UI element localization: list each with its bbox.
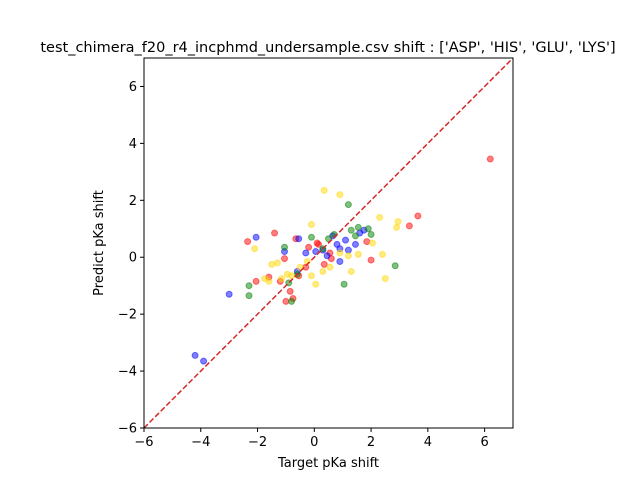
scatter-point — [333, 240, 341, 248]
scatter-point — [252, 277, 260, 285]
scatter-point — [376, 213, 384, 221]
scatter-point — [340, 280, 348, 288]
scatter-point — [307, 221, 315, 228]
scatter-point — [344, 201, 352, 209]
scatter-point — [305, 243, 313, 251]
y-tick-label: 4 — [129, 137, 137, 152]
scatter-point — [378, 250, 386, 258]
scatter-point — [281, 255, 289, 263]
scatter-point — [320, 186, 328, 194]
scatter-point — [336, 258, 344, 265]
scatter-point — [281, 243, 289, 251]
x-tick-label: −2 — [248, 435, 267, 450]
scatter-point — [282, 297, 290, 305]
scatter-point — [323, 252, 331, 260]
plot-area — [143, 57, 514, 429]
scatter-point — [393, 223, 401, 231]
scatter-point — [486, 155, 494, 163]
scatter-point — [354, 250, 362, 258]
y-tick-label: 2 — [129, 194, 137, 209]
scatter-point — [273, 259, 281, 267]
y-tick-label: 0 — [129, 251, 137, 266]
scatter-point — [326, 263, 334, 271]
scatter-point — [261, 275, 269, 283]
scatter-point — [312, 248, 320, 256]
scatter-point — [288, 297, 296, 305]
scatter-point — [414, 212, 422, 220]
x-tick-label: 2 — [367, 435, 375, 450]
scatter-point — [302, 249, 310, 257]
chart-title: test_chimera_f20_r4_incphmd_undersample.… — [40, 40, 615, 56]
scatter-point — [296, 263, 304, 271]
scatter-point — [288, 272, 296, 280]
scatter-point — [394, 218, 402, 226]
scatter-point — [347, 226, 355, 234]
scatter-point — [245, 292, 253, 300]
y-axis-ticks: −6 −4 −2 0 2 4 6 — [118, 80, 144, 437]
y-tick-label: 6 — [129, 80, 137, 95]
scatter-point — [336, 191, 344, 199]
scatter-point — [252, 233, 260, 241]
scatter-point — [307, 272, 315, 280]
scatter-point — [364, 225, 372, 233]
x-tick-label: −4 — [191, 435, 210, 450]
scatter-point — [351, 240, 359, 248]
scatter-point — [286, 287, 294, 295]
y-axis-label: Predict pKa shift — [92, 190, 107, 296]
scatter-point — [367, 230, 375, 238]
scatter-point — [351, 232, 359, 240]
scatter-point — [347, 267, 355, 275]
x-axis-ticks: −6 −4 −2 0 2 4 6 — [134, 428, 489, 450]
scatter-point — [381, 275, 389, 283]
scatter-point — [354, 223, 362, 231]
scatter-point — [367, 256, 375, 264]
scatter-point — [368, 239, 376, 247]
scatter-point — [278, 275, 286, 283]
scatter-point — [191, 351, 199, 359]
scatter-point — [325, 235, 332, 243]
scatter-point — [336, 249, 344, 257]
scatter-point — [342, 236, 350, 244]
scatter-point — [251, 245, 259, 253]
scatter-point — [307, 233, 315, 241]
scatter-point — [200, 357, 208, 365]
x-tick-label: 4 — [424, 435, 432, 450]
scatter-point — [320, 260, 328, 268]
scatter-point — [363, 238, 371, 246]
x-tick-label: 0 — [310, 435, 318, 450]
scatter-point — [268, 260, 276, 268]
scatter-point — [271, 229, 279, 237]
axes-spines — [143, 57, 514, 429]
scatter-point — [315, 240, 323, 248]
scatter-point — [405, 222, 413, 230]
scatter-point — [225, 290, 233, 298]
scatter-point — [244, 238, 252, 246]
y-tick-label: −4 — [118, 365, 137, 380]
y-tick-label: −2 — [118, 308, 137, 323]
scatter-point — [295, 235, 303, 243]
x-tick-label: 6 — [480, 435, 488, 450]
x-axis-label: Target pKa shift — [277, 456, 379, 471]
scatter-point — [391, 262, 399, 270]
scatter-point — [319, 267, 327, 275]
scatter-points — [191, 155, 494, 365]
identity-reference-line — [143, 57, 514, 429]
scatter-point — [245, 282, 253, 290]
x-tick-label: −6 — [134, 435, 153, 450]
scatter-point — [312, 280, 320, 288]
scatter-point — [344, 252, 352, 260]
scatter-point — [344, 246, 352, 254]
y-tick-label: −6 — [118, 422, 137, 437]
